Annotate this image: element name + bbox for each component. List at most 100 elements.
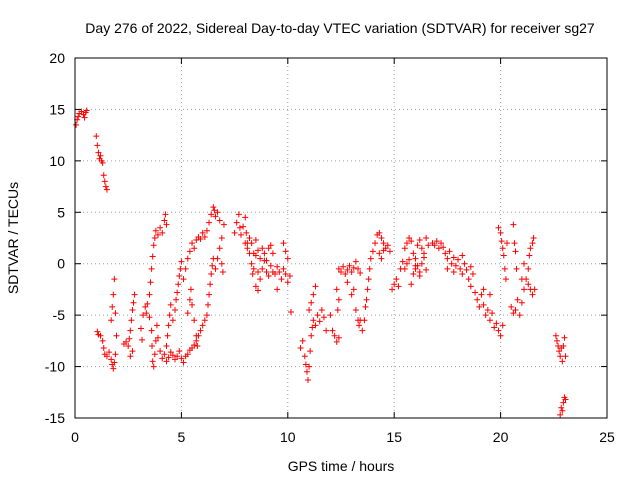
data-point — [265, 273, 272, 280]
data-point — [425, 242, 432, 249]
data-point — [521, 260, 528, 267]
data-point — [180, 276, 187, 283]
y-tick-label: -5 — [53, 307, 66, 323]
data-point — [177, 265, 184, 272]
data-point — [282, 248, 289, 255]
data-point — [513, 265, 520, 272]
data-point — [410, 271, 417, 277]
data-point — [206, 219, 213, 226]
data-point — [127, 327, 134, 334]
data-point — [203, 227, 210, 234]
data-point — [146, 314, 153, 321]
data-point — [100, 172, 107, 179]
data-point — [130, 299, 137, 306]
data-point — [154, 334, 161, 341]
data-point — [459, 271, 466, 277]
data-point — [344, 279, 351, 286]
data-point — [216, 217, 223, 224]
data-point — [139, 336, 146, 343]
data-point — [521, 286, 528, 293]
data-point — [242, 214, 249, 221]
data-point — [334, 307, 341, 313]
data-point — [306, 307, 313, 313]
data-point — [450, 268, 457, 275]
data-point — [240, 223, 247, 230]
data-point — [389, 286, 396, 293]
data-point — [276, 268, 283, 275]
data-point — [448, 260, 455, 267]
data-point — [259, 265, 266, 272]
data-point — [152, 337, 159, 344]
data-point — [106, 349, 113, 356]
data-point — [329, 327, 336, 334]
data-point — [463, 266, 470, 273]
data-point — [146, 291, 153, 298]
data-point — [101, 178, 108, 185]
data-point — [474, 296, 481, 303]
data-point — [197, 236, 204, 243]
data-point — [306, 363, 313, 370]
data-point — [403, 240, 410, 247]
data-point — [149, 253, 156, 260]
data-point — [452, 262, 459, 269]
data-point — [100, 345, 107, 352]
data-point — [333, 338, 340, 345]
data-point — [78, 108, 85, 115]
data-point — [312, 322, 319, 329]
data-point — [206, 291, 213, 298]
data-point — [259, 245, 266, 252]
data-point — [408, 238, 415, 245]
data-point — [423, 266, 430, 273]
data-point — [110, 291, 117, 298]
data-point — [525, 265, 532, 272]
data-point — [495, 224, 502, 231]
grid — [75, 58, 607, 418]
data-point — [199, 322, 206, 329]
data-point — [252, 237, 259, 244]
data-point — [201, 233, 208, 240]
y-tick-label: 0 — [57, 256, 65, 272]
data-point — [459, 252, 466, 259]
data-point — [252, 283, 259, 290]
data-point — [113, 332, 120, 339]
data-point — [123, 338, 130, 345]
data-point — [501, 265, 508, 272]
data-point — [323, 327, 330, 334]
data-point — [416, 237, 423, 244]
data-point — [172, 307, 179, 313]
data-point — [355, 265, 362, 272]
data-point — [423, 235, 430, 241]
data-point — [210, 204, 217, 211]
data-point — [491, 324, 498, 331]
data-point — [357, 269, 364, 276]
data-point — [408, 281, 415, 288]
data-point — [320, 314, 327, 321]
data-point — [235, 211, 242, 218]
data-point — [342, 271, 349, 277]
data-point — [395, 283, 402, 290]
data-point — [457, 265, 464, 272]
data-point — [214, 255, 221, 262]
data-point — [157, 224, 164, 231]
data-point — [94, 142, 101, 149]
data-point — [208, 271, 215, 277]
data-point — [331, 332, 338, 339]
data-point — [480, 301, 487, 308]
data-point — [391, 281, 398, 288]
data-point — [211, 207, 218, 214]
data-point — [129, 348, 136, 355]
data-point — [257, 276, 264, 283]
data-point — [178, 355, 185, 362]
data-point — [308, 299, 315, 306]
data-point — [218, 235, 225, 241]
data-point — [482, 312, 489, 319]
data-point — [516, 312, 523, 319]
data-point — [467, 263, 474, 270]
data-point — [167, 349, 174, 356]
data-point — [248, 260, 255, 267]
data-point — [399, 258, 406, 265]
data-point — [314, 312, 321, 319]
data-point — [312, 283, 319, 290]
axis-ticks — [74, 57, 608, 419]
data-point — [350, 264, 357, 271]
